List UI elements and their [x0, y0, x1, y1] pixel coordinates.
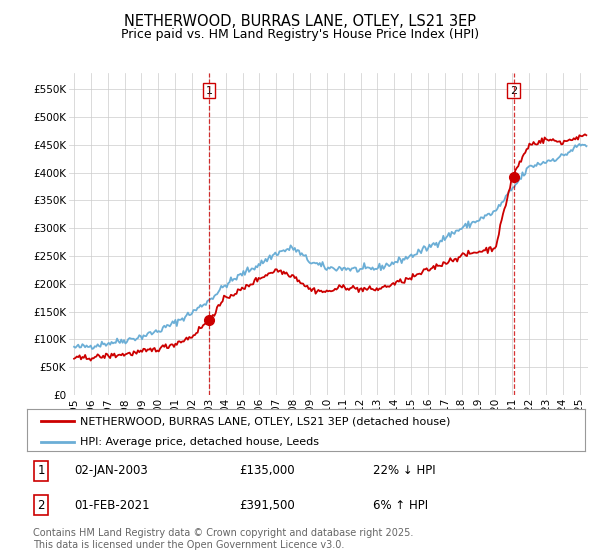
Text: Contains HM Land Registry data © Crown copyright and database right 2025.
This d: Contains HM Land Registry data © Crown c… — [32, 528, 413, 549]
Text: 1: 1 — [205, 86, 212, 96]
Text: £135,000: £135,000 — [239, 464, 295, 477]
Text: 1: 1 — [37, 464, 45, 477]
Text: Price paid vs. HM Land Registry's House Price Index (HPI): Price paid vs. HM Land Registry's House … — [121, 28, 479, 41]
Text: 02-JAN-2003: 02-JAN-2003 — [74, 464, 148, 477]
Text: £391,500: £391,500 — [239, 498, 295, 512]
Text: NETHERWOOD, BURRAS LANE, OTLEY, LS21 3EP: NETHERWOOD, BURRAS LANE, OTLEY, LS21 3EP — [124, 14, 476, 29]
Text: 2: 2 — [510, 86, 517, 96]
Text: 22% ↓ HPI: 22% ↓ HPI — [373, 464, 436, 477]
Text: HPI: Average price, detached house, Leeds: HPI: Average price, detached house, Leed… — [80, 437, 319, 446]
Text: 6% ↑ HPI: 6% ↑ HPI — [373, 498, 428, 512]
Text: 2: 2 — [37, 498, 45, 512]
Text: 01-FEB-2021: 01-FEB-2021 — [74, 498, 150, 512]
Text: NETHERWOOD, BURRAS LANE, OTLEY, LS21 3EP (detached house): NETHERWOOD, BURRAS LANE, OTLEY, LS21 3EP… — [80, 417, 451, 426]
